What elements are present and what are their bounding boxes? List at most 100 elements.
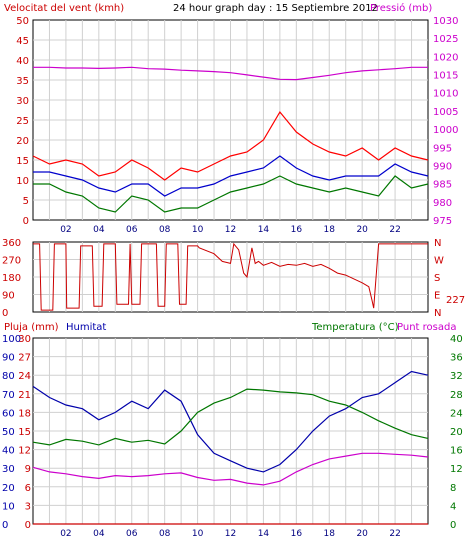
pressure-tick-label: 1025: [433, 34, 458, 45]
humidity-tick-label: 10: [2, 501, 15, 512]
x-tick-label: 12: [225, 529, 236, 539]
pressure-tick-label: 1020: [433, 52, 458, 63]
direction-degree-tick-label: 360: [2, 238, 21, 249]
wind-speed-tick-label: 35: [16, 76, 29, 87]
direction-degree-tick-label: 90: [2, 291, 15, 302]
wind-speed-axis: 0 5 10 15 20 25 30 35 40 45 50: [16, 16, 29, 227]
humidity-axis-label: Humitat: [66, 322, 106, 333]
rain-tick-label: 27: [18, 353, 31, 364]
wind-pressure-series: [32, 66, 429, 213]
x-tick-label: 04: [93, 225, 105, 235]
x-tick-label: 20: [356, 529, 368, 539]
x-tick-label: 08: [159, 225, 171, 235]
humidity-tick-label: 90: [2, 353, 15, 364]
rain-axis: 0 3 6 9 12 15 18 21 24 27 30: [18, 334, 31, 531]
x-tick-label: 18: [324, 529, 336, 539]
temperature-tick-label: 32: [450, 371, 463, 382]
direction-compass-tick-label: N: [434, 308, 441, 319]
wind-speed-tick-label: 50: [16, 16, 29, 27]
temperature-tick-label: 8: [450, 483, 456, 494]
x-tick-label: 02: [60, 529, 71, 539]
x-tick-label: 06: [126, 225, 138, 235]
wind-speed-axis-label: Velocitat del vent (kmh): [4, 3, 124, 14]
rain-tick-label: 21: [18, 390, 31, 401]
x-tick-label: 14: [258, 529, 270, 539]
x-tick-label: 22: [389, 225, 400, 235]
pressure-axis-label: Pressió (mb): [370, 2, 432, 14]
pressure-tick-label: 1030: [433, 16, 458, 27]
x-tick-label: 06: [126, 529, 138, 539]
rain-tick-label: 12: [18, 446, 31, 457]
rain-tick-label: 24: [18, 371, 31, 382]
direction-degree-tick-label: 0: [2, 308, 8, 319]
x-tick-label: 14: [258, 225, 270, 235]
x-tick-label: 16: [291, 225, 303, 235]
pressure-tick-label: 990: [433, 161, 452, 172]
temperature-tick-label: 16: [450, 446, 463, 457]
temperature-tick-label: 40: [450, 334, 463, 345]
pressure-tick-label: 1010: [433, 89, 458, 100]
temperature-axis-label: Temperatura (°C): [311, 322, 399, 333]
pressure-tick-label: 975: [433, 216, 452, 227]
humidity-tick-label: 40: [2, 446, 15, 457]
wind-speed-tick-label: 30: [16, 96, 29, 107]
pressure-tick-label: 1000: [433, 125, 458, 136]
dewpoint-axis-label: Punt rosada: [397, 322, 456, 333]
direction-compass-tick-label: E: [434, 291, 440, 302]
wind-speed-tick-label: 0: [23, 216, 29, 227]
temperature-tick-label: 0: [450, 520, 456, 531]
humidity-tick-label: 100: [2, 334, 21, 345]
wind-speed-tick-label: 40: [16, 56, 29, 67]
temperature-tick-label: 20: [450, 427, 463, 438]
wind-speed-tick-label: 15: [16, 156, 29, 167]
wind-min-line: [33, 175, 429, 213]
pressure-tick-label: 1005: [433, 107, 458, 118]
wind-speed-tick-label: 10: [16, 176, 29, 187]
dewpoint-line: [32, 452, 429, 486]
x-tick-label: 04: [93, 529, 105, 539]
humidity-axis: 0 10 20 30 40 50 60 70 80 90 100: [2, 334, 21, 531]
x-tick-label: 18: [324, 225, 336, 235]
humidity-tick-label: 0: [2, 520, 8, 531]
wind-gust-line: [32, 110, 429, 181]
rain-tick-label: 18: [18, 408, 31, 419]
temperature-tick-label: 24: [450, 408, 463, 419]
temperature-tick-label: 28: [450, 390, 463, 401]
temperature-tick-label: 12: [450, 464, 463, 475]
pressure-tick-label: 995: [433, 143, 452, 154]
wind-direction-line: [33, 242, 428, 311]
x-tick-label: 12: [225, 225, 236, 235]
wind-direction-series: [33, 242, 428, 311]
rain-tick-label: 15: [18, 427, 31, 438]
pressure-axis: 975 980 985 990 995 1000 1005 1010 1015 1020 1025 1…: [433, 16, 458, 227]
humidity-line: [32, 370, 429, 473]
humidity-temperature-grid: [33, 338, 428, 524]
x-tick-label: 08: [159, 529, 171, 539]
pressure-tick-label: 985: [433, 180, 452, 191]
humidity-tick-label: 80: [2, 371, 15, 382]
humidity-tick-label: 70: [2, 390, 15, 401]
temperature-axis: 0 4 8 12 16 20 24 28 32 36 40: [450, 334, 463, 531]
humidity-temperature-x-axis: 02 04 06 08 10 12 14 16 18 20 22: [60, 529, 401, 539]
pressure-line: [33, 66, 428, 81]
wind-speed-tick-label: 5: [23, 196, 29, 207]
direction-compass-tick-label: N: [434, 238, 441, 249]
x-tick-label: 02: [60, 225, 71, 235]
pressure-tick-label: 1015: [433, 71, 458, 82]
x-tick-label: 10: [192, 529, 204, 539]
humidity-tick-label: 50: [2, 427, 15, 438]
temperature-tick-label: 4: [450, 501, 456, 512]
rain-tick-label: 30: [18, 334, 31, 345]
humidity-tick-label: 60: [2, 408, 15, 419]
wind-direction-degree-axis: 0 90 180 270 360: [2, 238, 21, 319]
wind-speed-tick-label: 45: [16, 36, 29, 47]
humidity-tick-label: 30: [2, 464, 15, 475]
direction-compass-tick-label: W: [434, 256, 444, 267]
wind-average-line: [33, 155, 429, 197]
wind-pressure-grid: [33, 20, 428, 220]
temperature-tick-label: 36: [450, 353, 463, 364]
